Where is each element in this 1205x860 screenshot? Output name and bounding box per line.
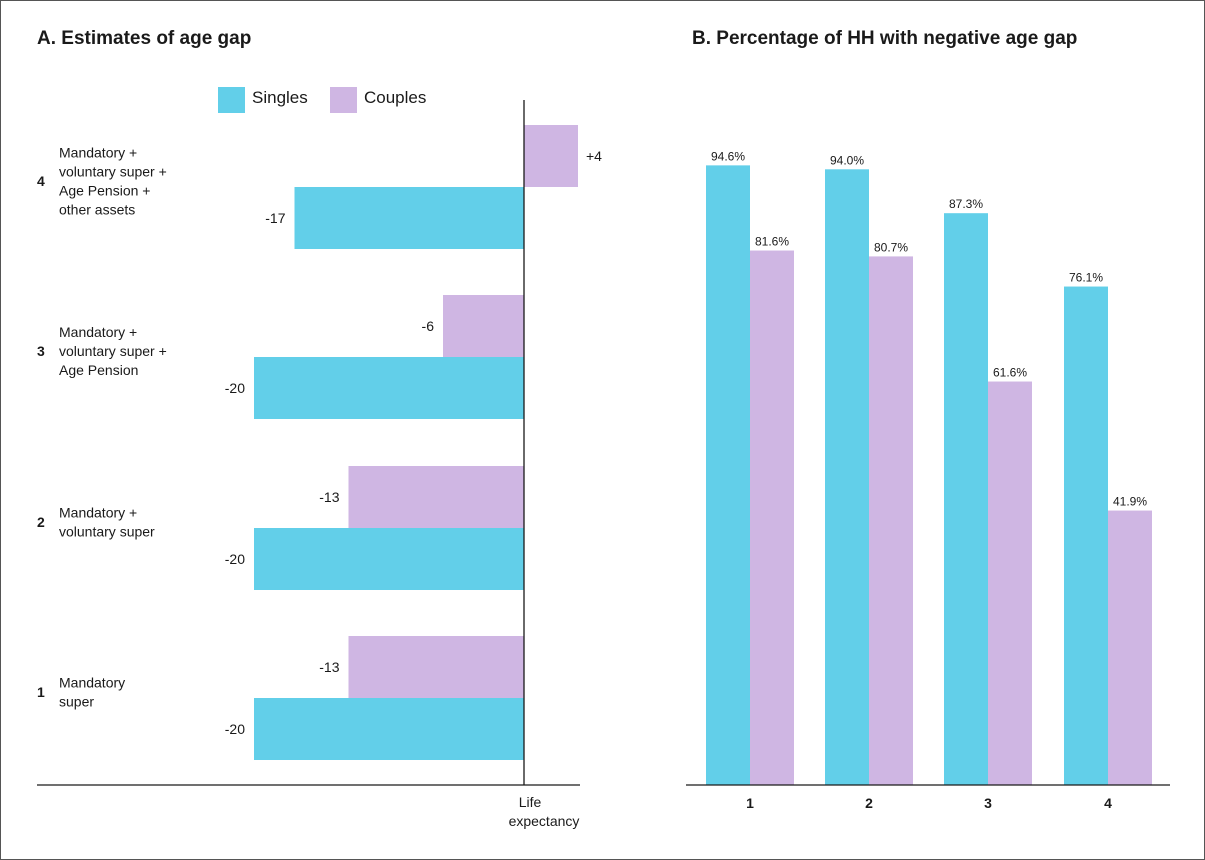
singles-bar xyxy=(254,698,524,760)
x-tick-label: 3 xyxy=(984,795,992,811)
singles-column-label: 94.6% xyxy=(711,149,745,163)
x-tick-label: 1 xyxy=(746,795,754,811)
couples-bar xyxy=(524,125,578,187)
x-axis-label: expectancy xyxy=(509,813,580,829)
singles-bar xyxy=(254,357,524,419)
category-number: 1 xyxy=(37,684,45,700)
couples-column-label: 41.9% xyxy=(1113,495,1147,509)
singles-bar-label: -20 xyxy=(225,721,245,737)
legend-swatch-singles xyxy=(218,87,245,113)
singles-column-label: 94.0% xyxy=(830,153,864,167)
category-label: Mandatory + xyxy=(59,145,137,161)
couples-bar xyxy=(348,636,524,698)
category-label: Mandatory + xyxy=(59,505,137,521)
category-label: other assets xyxy=(59,202,135,218)
couples-bar-label: -6 xyxy=(422,318,435,334)
couples-column-label: 80.7% xyxy=(874,240,908,254)
category-label: Mandatory xyxy=(59,675,125,691)
couples-column-label: 61.6% xyxy=(993,366,1027,380)
couples-column xyxy=(750,250,794,785)
singles-column xyxy=(825,169,869,786)
couples-bar-label: -13 xyxy=(319,659,339,675)
category-label: voluntary super + xyxy=(59,343,167,359)
legend-label-singles: Singles xyxy=(252,88,308,107)
singles-column xyxy=(1064,286,1108,785)
couples-bar xyxy=(443,295,524,357)
singles-column xyxy=(944,213,988,785)
category-number: 4 xyxy=(37,173,45,189)
couples-bar xyxy=(348,466,524,528)
singles-column xyxy=(706,165,750,785)
singles-bar xyxy=(294,187,524,249)
singles-bar xyxy=(254,528,524,590)
legend-swatch-couples xyxy=(330,87,357,113)
singles-bar-label: -20 xyxy=(225,551,245,567)
panel-b-title: B. Percentage of HH with negative age ga… xyxy=(692,28,1078,49)
category-label: Mandatory + xyxy=(59,324,137,340)
category-number: 2 xyxy=(37,514,45,530)
couples-column xyxy=(869,256,913,785)
category-number: 3 xyxy=(37,343,45,359)
category-label: Age Pension + xyxy=(59,183,150,199)
singles-bar-label: -17 xyxy=(265,210,285,226)
category-label: voluntary super + xyxy=(59,164,167,180)
couples-bar-label: +4 xyxy=(586,148,602,164)
x-axis-label: Life xyxy=(519,794,542,810)
category-label: voluntary super xyxy=(59,524,155,540)
couples-column-label: 81.6% xyxy=(755,235,789,249)
singles-bar-label: -20 xyxy=(225,380,245,396)
singles-column-label: 87.3% xyxy=(949,197,983,211)
x-tick-label: 2 xyxy=(865,795,873,811)
legend-label-couples: Couples xyxy=(364,88,427,107)
category-label: super xyxy=(59,694,94,710)
category-label: Age Pension xyxy=(59,362,138,378)
couples-column xyxy=(1108,510,1152,785)
couples-bar-label: -13 xyxy=(319,489,339,505)
couples-column xyxy=(988,381,1032,785)
x-tick-label: 4 xyxy=(1104,795,1112,811)
panel-a-title: A. Estimates of age gap xyxy=(37,28,252,49)
singles-column-label: 76.1% xyxy=(1069,271,1103,285)
